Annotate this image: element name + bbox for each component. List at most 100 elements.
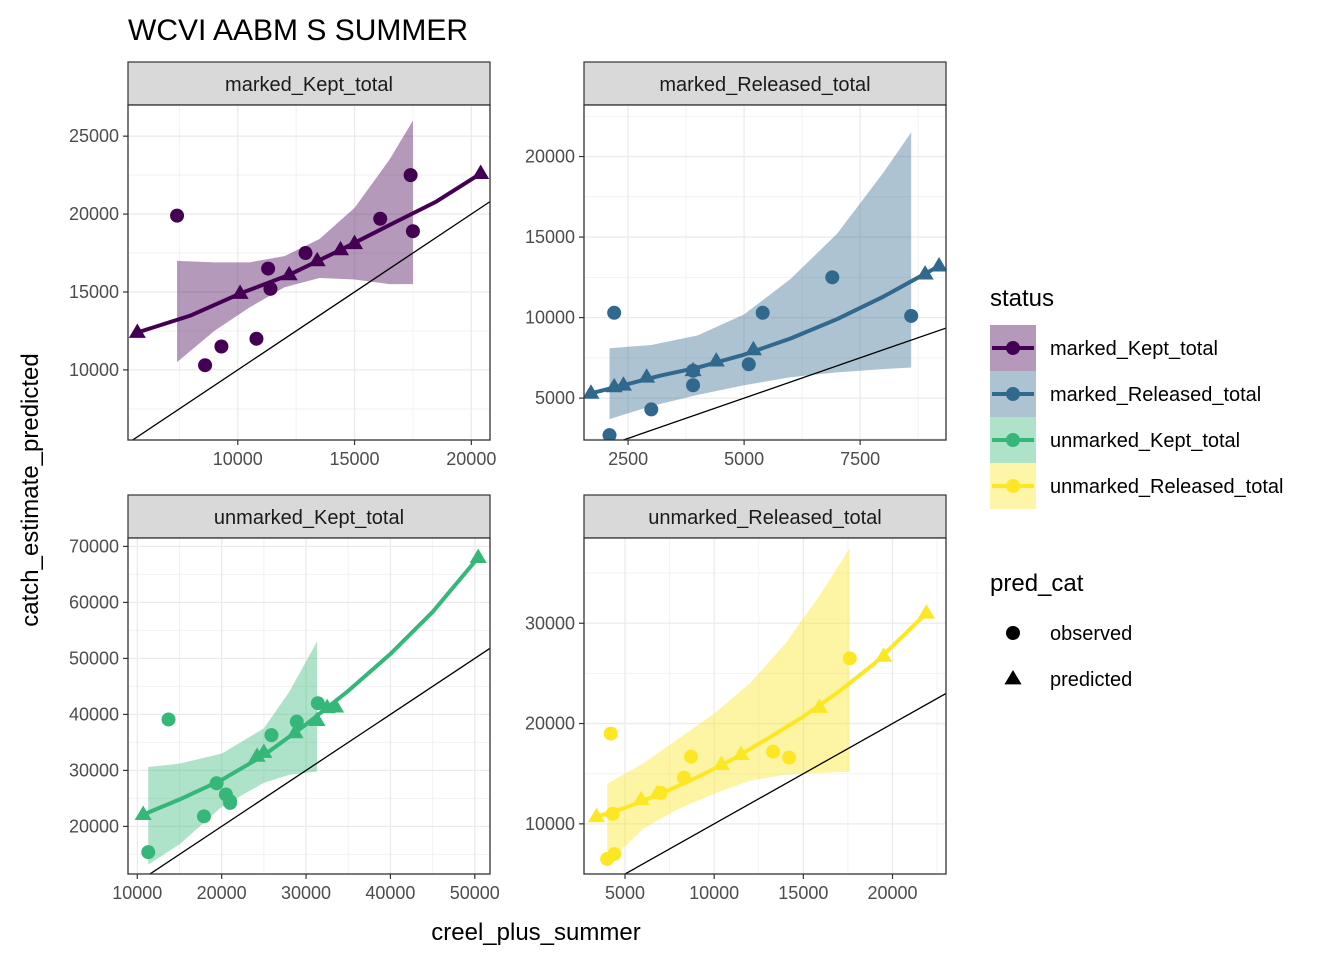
observed-point	[198, 358, 213, 373]
observed-point	[607, 846, 622, 861]
observed-point	[310, 696, 325, 711]
x-tick-label: 5000	[724, 449, 764, 469]
chart-title: WCVI AABM S SUMMER	[128, 14, 468, 47]
confidence-ribbon	[607, 548, 850, 864]
observed-point	[904, 308, 919, 323]
legend-item-label: unmarked_Released_total	[1050, 476, 1284, 498]
y-tick-label: 10000	[525, 308, 575, 328]
predicted-point	[744, 340, 762, 356]
facet-panel: marked_Released_total 2500 5000 7500 5000 100…	[525, 61, 947, 469]
observed-point	[373, 211, 388, 226]
observed-point	[607, 305, 622, 320]
observed-point	[289, 714, 304, 729]
y-tick-label: 20000	[69, 816, 119, 836]
legend-shape-circle	[1006, 626, 1020, 640]
observed-point	[825, 270, 840, 285]
fit-line	[141, 555, 481, 817]
y-tick-label: 40000	[69, 704, 119, 724]
predicted-point	[930, 257, 946, 272]
panel-background	[584, 538, 946, 874]
legend: status pred_cat marked_Kept_total marked_…	[990, 285, 1284, 691]
x-tick-label: 10000	[112, 883, 162, 903]
x-tick-label: 20000	[197, 883, 247, 903]
panel-background	[584, 105, 946, 440]
legend-key-point	[1006, 341, 1020, 355]
x-tick-label: 20000	[446, 449, 496, 469]
observed-point	[264, 728, 279, 743]
identity-line	[623, 692, 946, 874]
y-tick-label: 5000	[535, 388, 575, 408]
facet-panel: unmarked_Released_total 5000 10000 15000 200…	[525, 494, 947, 903]
confidence-ribbon	[148, 641, 318, 865]
facet-panel: marked_Kept_total 10000 15000 20000 10000 150…	[69, 61, 496, 469]
observed-point	[676, 770, 691, 785]
predicted-point	[308, 711, 326, 726]
y-tick-label: 70000	[69, 536, 119, 556]
plot-area	[134, 548, 490, 874]
predicted-point	[128, 323, 146, 338]
legend-status-title: status	[990, 285, 1054, 312]
predicted-point	[469, 548, 487, 563]
legend-key-point	[1006, 433, 1020, 447]
facet-strip-label: marked_Kept_total	[225, 74, 393, 96]
x-tick-label: 7500	[840, 449, 880, 469]
observed-point	[261, 261, 276, 276]
identity-line	[621, 327, 946, 440]
observed-point	[403, 168, 418, 183]
panel-background	[128, 105, 490, 440]
y-tick-label: 25000	[69, 126, 119, 146]
legend-item-label: observed	[1050, 623, 1132, 645]
facet-strip-label: unmarked_Kept_total	[214, 507, 404, 529]
plot-area	[587, 548, 946, 874]
observed-point	[755, 305, 770, 320]
facet-strip	[583, 61, 947, 106]
confidence-ribbon	[177, 120, 413, 363]
predicted-point	[638, 368, 656, 383]
x-tick-label: 10000	[213, 449, 263, 469]
predicted-point	[286, 723, 304, 739]
predicted-point	[248, 747, 266, 762]
facet-panel: unmarked_Kept_total 10000 20000 30000 40000 5…	[69, 494, 500, 903]
observed-point	[605, 806, 620, 821]
legend-item-label: marked_Kept_total	[1050, 338, 1218, 360]
observed-point	[298, 246, 313, 261]
x-tick-label: 15000	[330, 449, 380, 469]
y-tick-label: 10000	[525, 814, 575, 834]
y-tick-label: 20000	[525, 714, 575, 734]
predicted-point	[308, 251, 326, 267]
fit-line	[588, 264, 942, 396]
predicted-point	[331, 240, 350, 256]
predicted-point	[712, 755, 730, 771]
observed-point	[209, 776, 224, 791]
observed-point	[405, 224, 420, 239]
x-tick-label: 10000	[689, 883, 739, 903]
identity-line	[148, 647, 490, 874]
predicted-point	[345, 234, 364, 250]
predicted-point	[134, 805, 152, 821]
facet-strip-label: marked_Released_total	[659, 74, 870, 96]
y-tick-label: 30000	[525, 613, 575, 633]
predicted-point	[231, 284, 249, 299]
predicted-point	[875, 647, 893, 662]
y-axis-title: catch_estimate_predicted	[17, 353, 44, 627]
predicted-point	[327, 698, 345, 713]
x-tick-label: 2500	[608, 449, 648, 469]
observed-point	[683, 749, 698, 764]
panel-border	[127, 537, 491, 875]
observed-point	[842, 651, 857, 666]
observed-point	[766, 744, 781, 759]
y-tick-label: 15000	[69, 282, 119, 302]
observed-point	[170, 208, 185, 223]
plot-area	[584, 132, 946, 440]
panel-border	[583, 104, 947, 441]
confidence-ribbon	[609, 132, 912, 420]
y-tick-label: 20000	[69, 204, 119, 224]
legend-item-label: unmarked_Kept_total	[1050, 430, 1240, 452]
predicted-point	[255, 743, 273, 758]
predicted-point	[632, 790, 650, 806]
legend-key-point	[1006, 387, 1020, 401]
plot-area	[128, 120, 490, 440]
panel-background	[128, 538, 490, 874]
legend-item-label: predicted	[1050, 669, 1132, 691]
predicted-point	[648, 784, 666, 800]
